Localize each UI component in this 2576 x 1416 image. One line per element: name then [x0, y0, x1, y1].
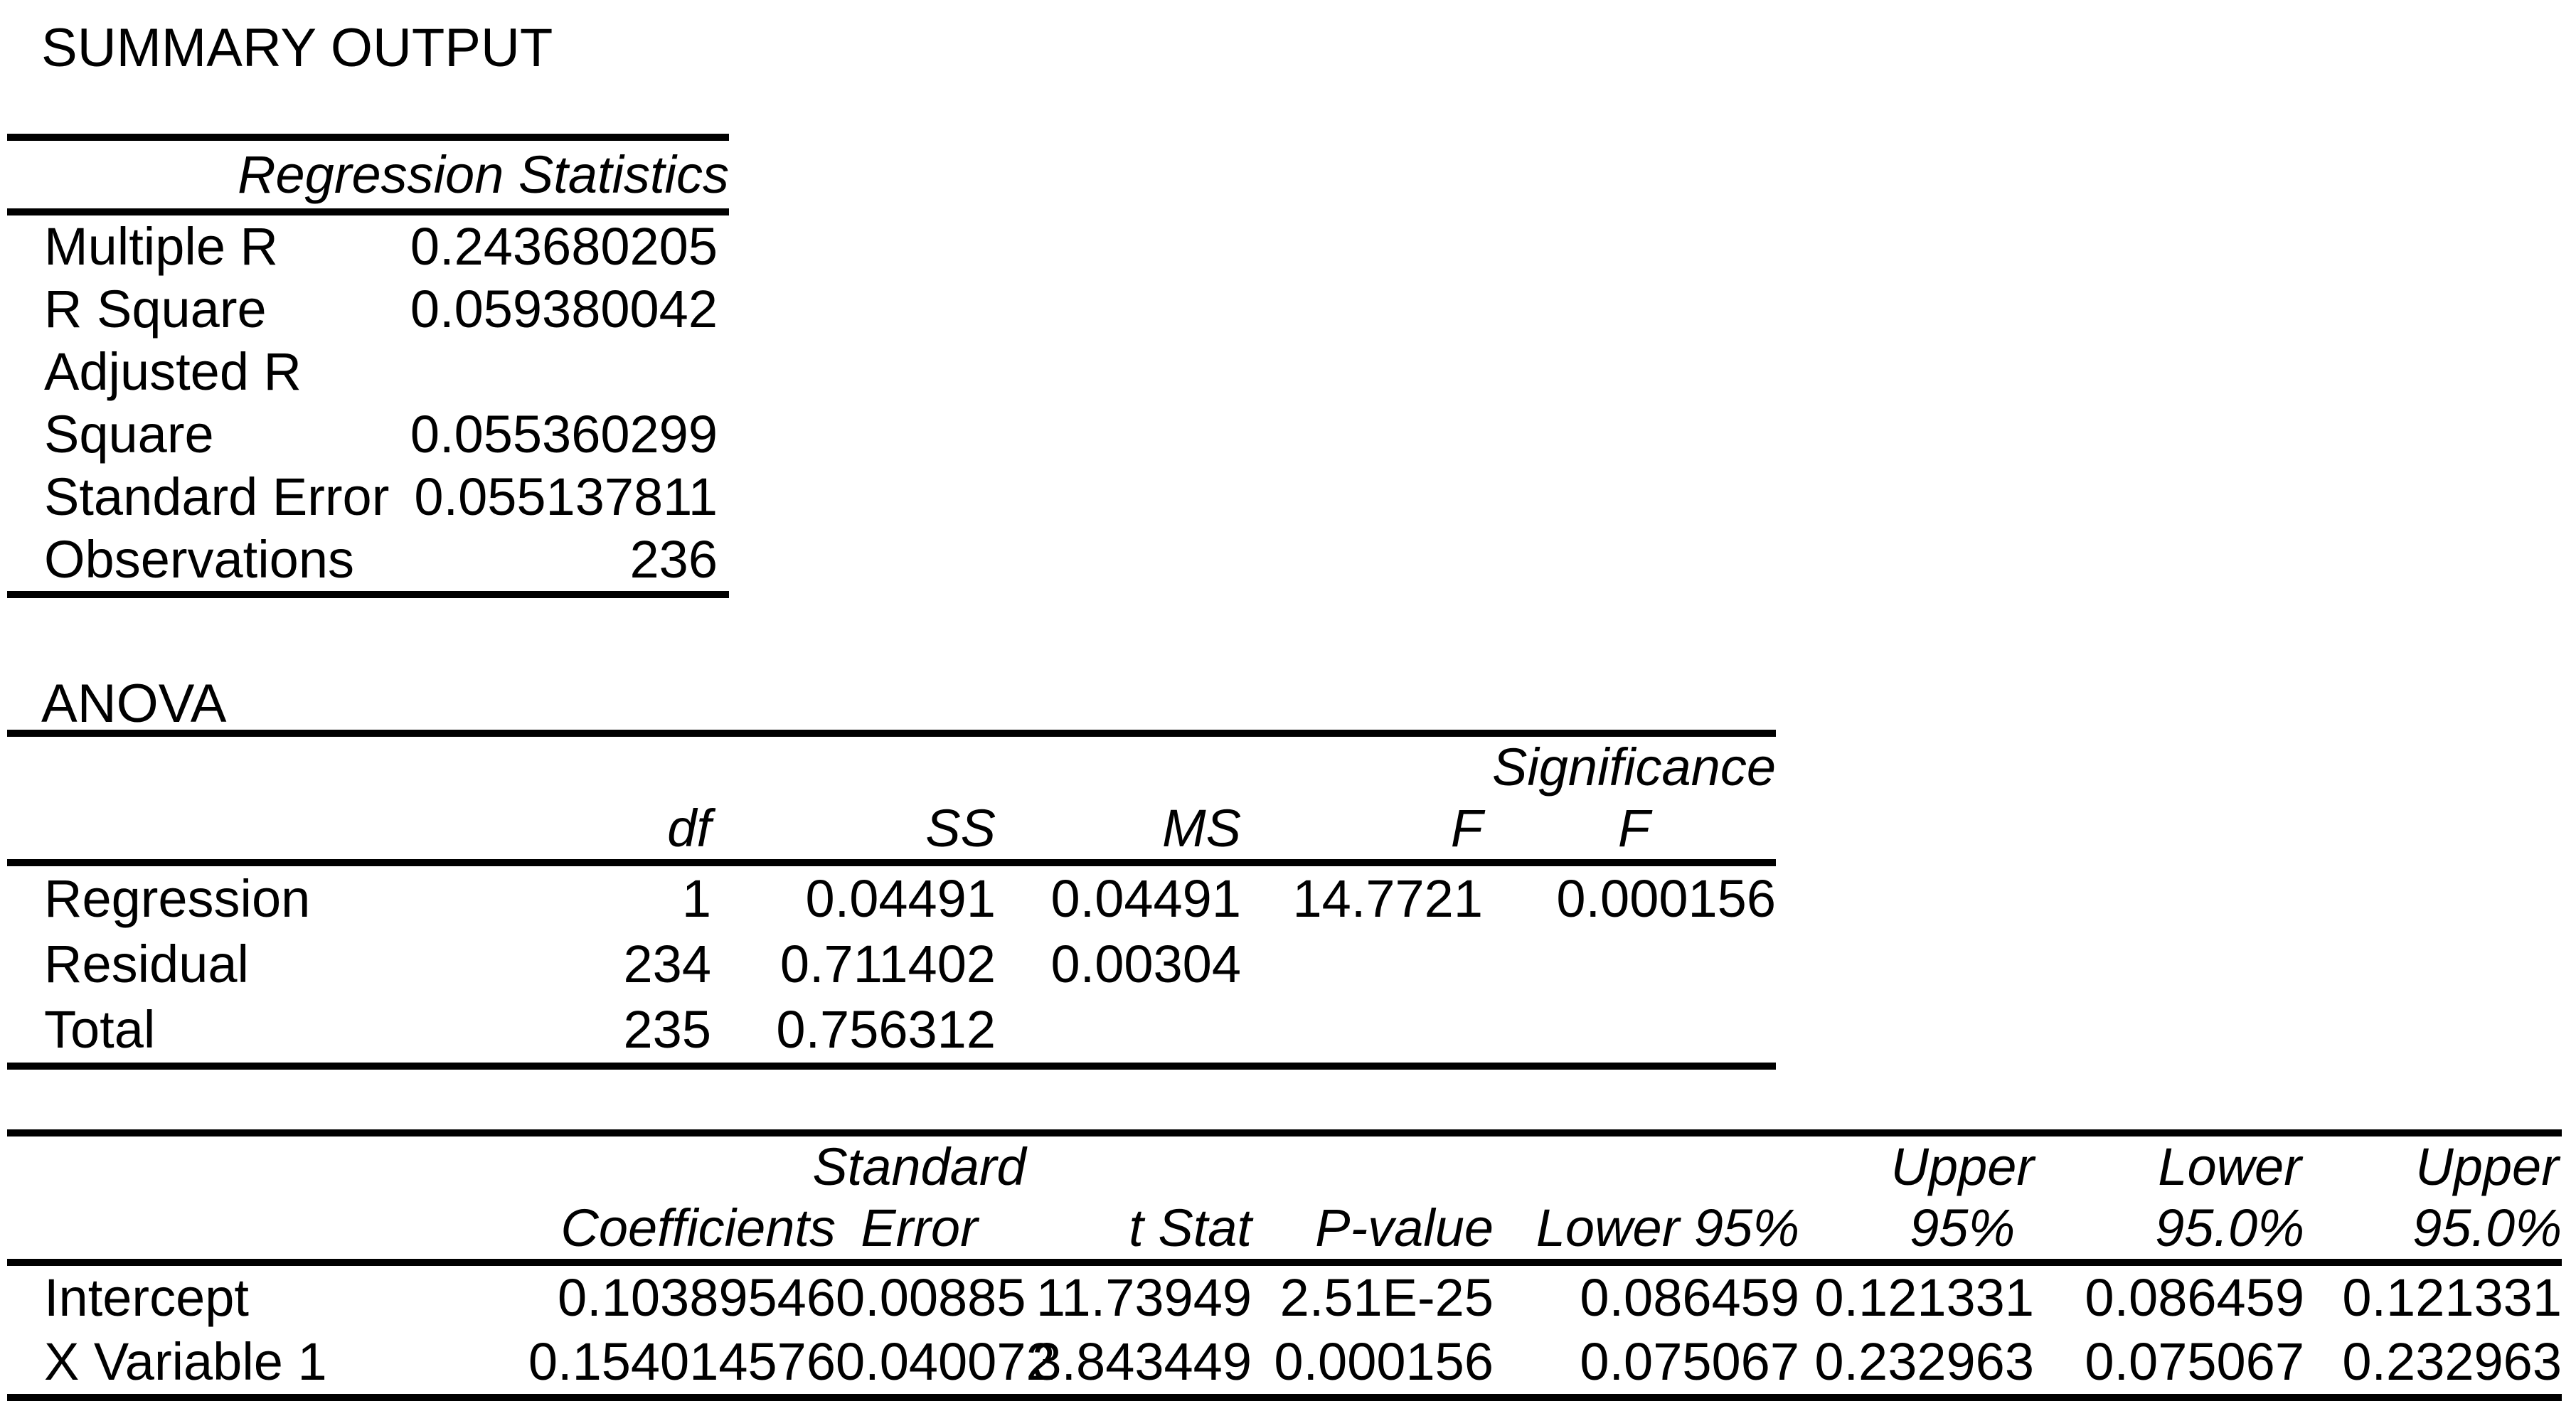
cell-value: 0.121331 [2342, 1268, 2562, 1327]
column-header-label: Lower 95.0% [2155, 1137, 2304, 1257]
column-header: SS [711, 733, 996, 866]
cell-value: 234 [623, 935, 711, 994]
cell-value: 0.075067 [1580, 1332, 1799, 1391]
cell-value: 2.51E-25 [1279, 1268, 1494, 1327]
row-label: Intercept [44, 1268, 249, 1327]
table-row: Residual 234 0.711402 0.00304 [7, 932, 1776, 997]
column-header: Lower 95.0% [2034, 1133, 2304, 1266]
column-header: Significance F [1483, 733, 1776, 866]
row-label: Multiple R [44, 217, 278, 276]
anova-section-label: ANOVA [41, 674, 227, 734]
cell-value: 14.7721 [1292, 869, 1484, 928]
column-header: Standard Error [812, 1133, 1026, 1266]
row-label: Total [44, 1000, 156, 1059]
column-header [7, 1133, 405, 1266]
cell-value: 0.232963 [1814, 1332, 2034, 1391]
table-header-row: Coefficients Standard Error t Stat P-val… [7, 1133, 2562, 1266]
row-label: Standard Error [44, 467, 390, 526]
cell-value: 0.04491 [805, 869, 996, 928]
column-header: Upper 95.0% [2304, 1133, 2562, 1266]
cell-value: 0.075067 [2085, 1332, 2304, 1391]
table-row: Multiple R 0.243680205 [7, 212, 729, 278]
table-header-row: Regression Statistics [7, 137, 729, 215]
cell-value: 0.000156 [1556, 869, 1776, 928]
cell-value: 0.10389546 [558, 1268, 836, 1327]
column-header-label: Upper 95.0% [2412, 1137, 2562, 1257]
column-header: Upper 95% [1799, 1133, 2034, 1266]
column-header-label: df [667, 799, 711, 858]
table-row: R Square 0.059380042 [7, 278, 729, 341]
cell-value: 0.059380042 [410, 280, 718, 339]
column-header [7, 733, 505, 866]
column-header-label: Lower 95% [1536, 1198, 1799, 1257]
cell-value: 0.086459 [1580, 1268, 1799, 1327]
cell-value: 0.04491 [1050, 869, 1242, 928]
cell-value: 1 [681, 869, 711, 928]
table-row: Observations 236 [7, 528, 729, 595]
column-header-label: F [1450, 799, 1483, 858]
cell-value [1483, 997, 1776, 1066]
cell-value: 0.000156 [1274, 1332, 1494, 1391]
table-header-row: df SS MS F Significance F [7, 733, 1776, 866]
column-header: df [505, 733, 711, 866]
cell-value: 235 [623, 1000, 711, 1059]
table-row: Adjusted R Square 0.055360299 [7, 341, 729, 466]
column-header: Lower 95% [1494, 1133, 1799, 1266]
row-label: Regression [44, 869, 311, 928]
cell-value [1241, 997, 1483, 1066]
regression-statistics-table: Regression Statistics Multiple R 0.24368… [7, 134, 729, 598]
cell-value: 0.040072 [836, 1332, 1055, 1391]
column-header-label: Upper 95% [1890, 1137, 2034, 1257]
column-header: P-value [1252, 1133, 1494, 1266]
coefficients-table: Coefficients Standard Error t Stat P-val… [7, 1129, 2562, 1401]
cell-value [996, 997, 1241, 1066]
table-row: Total 235 0.756312 [7, 997, 1776, 1066]
row-label: Residual [44, 935, 249, 994]
column-header-label: MS [1162, 799, 1241, 858]
column-header: Coefficients [405, 1133, 836, 1266]
cell-value: 0.055360299 [410, 405, 718, 464]
cell-value [1483, 932, 1776, 997]
cell-value: 3.843449 [1032, 1332, 1252, 1391]
cell-value: 0.711402 [779, 935, 996, 994]
column-header: t Stat [1003, 1133, 1252, 1266]
cell-value: 0.154014576 [528, 1332, 836, 1391]
cell-value: 0.00304 [1050, 935, 1242, 994]
cell-value: 11.73949 [1036, 1268, 1252, 1327]
cell-value [1241, 932, 1483, 997]
anova-table: df SS MS F Significance F Regression 1 0… [7, 730, 1776, 1070]
column-header-label: Significance F [1491, 738, 1776, 858]
column-header-label: Standard Error [812, 1137, 1026, 1257]
column-header-label: P-value [1315, 1198, 1494, 1257]
column-header-label: t Stat [1129, 1198, 1252, 1257]
column-header: Regression Statistics [7, 137, 729, 215]
regression-statistics-title: Regression Statistics [238, 145, 729, 204]
table-row: Intercept 0.10389546 0.00885 11.73949 2.… [7, 1262, 2562, 1330]
page-title: SUMMARY OUTPUT [41, 18, 553, 78]
cell-value: 0.756312 [776, 1000, 996, 1059]
row-label: X Variable 1 [44, 1332, 327, 1391]
cell-value: 236 [629, 530, 718, 589]
column-header-label: Coefficients [560, 1198, 836, 1257]
cell-value: 0.232963 [2342, 1332, 2562, 1391]
cell-value: 0.243680205 [410, 217, 718, 276]
cell-value: 0.086459 [2085, 1268, 2304, 1327]
row-label: Adjusted R Square [44, 342, 302, 464]
row-label: Observations [44, 530, 354, 589]
cell-value: 0.121331 [1814, 1268, 2034, 1327]
cell-value: 0.055137811 [414, 467, 718, 526]
table-row: Standard Error 0.055137811 [7, 466, 729, 528]
table-row: Regression 1 0.04491 0.04491 14.7721 0.0… [7, 863, 1776, 932]
row-label: R Square [44, 280, 267, 339]
column-header: MS [996, 733, 1241, 866]
column-header-label: SS [925, 799, 996, 858]
table-row: X Variable 1 0.154014576 0.040072 3.8434… [7, 1330, 2562, 1398]
column-header: F [1241, 733, 1483, 866]
cell-value: 0.00885 [836, 1268, 1026, 1327]
